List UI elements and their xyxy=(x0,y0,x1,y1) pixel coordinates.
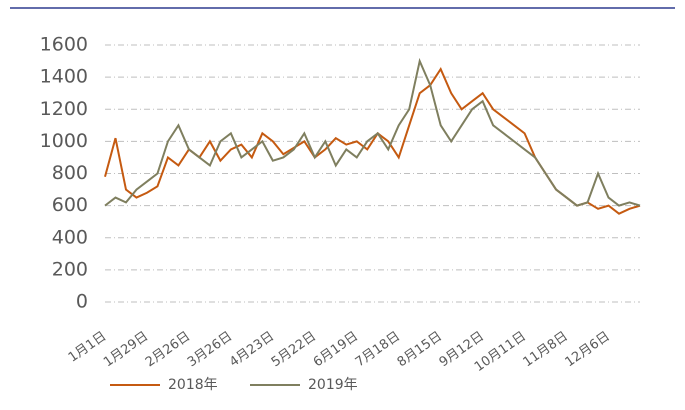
y-tick-label: 200 xyxy=(52,258,88,280)
y-tick-label: 0 xyxy=(76,291,88,313)
y-tick-label: 1600 xyxy=(40,34,88,56)
legend-label: 2018年 xyxy=(168,377,218,393)
x-tick-label: 8月15日 xyxy=(395,329,445,370)
y-tick-label: 1200 xyxy=(40,98,88,120)
x-tick-label: 1月29日 xyxy=(101,329,151,370)
x-tick-label: 3月26日 xyxy=(185,329,235,370)
legend-label: 2019年 xyxy=(308,377,358,393)
x-tick-label: 7月18日 xyxy=(353,329,403,370)
y-tick-label: 1000 xyxy=(40,130,88,152)
y-tick-label: 600 xyxy=(52,194,88,216)
x-tick-label: 6月19日 xyxy=(311,329,361,370)
y-tick-label: 800 xyxy=(52,162,88,184)
series-line xyxy=(104,57,641,207)
y-tick-label: 1400 xyxy=(40,66,88,88)
x-tick-label: 11月8日 xyxy=(521,329,571,370)
x-tick-label: 4月23日 xyxy=(227,329,277,370)
x-tick-label: 2月26日 xyxy=(143,329,193,370)
x-tick-label: 12月6日 xyxy=(563,329,613,370)
y-tick-label: 400 xyxy=(52,226,88,248)
x-tick-label: 5月22日 xyxy=(269,329,319,370)
